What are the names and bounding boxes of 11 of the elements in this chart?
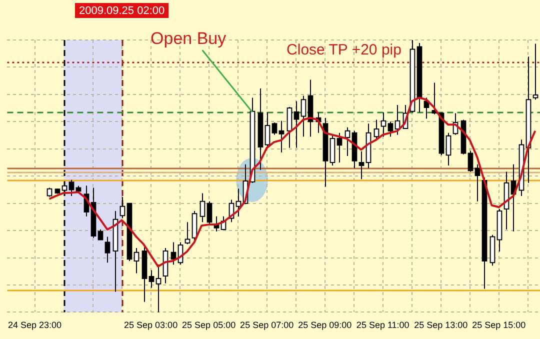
x-tick-label: 25 Sep 09:00	[298, 320, 352, 330]
x-tick-label: 25 Sep 15:00	[472, 320, 526, 330]
x-tick-label: 25 Sep 13:00	[414, 320, 468, 330]
x-tick-label: 25 Sep 07:00	[240, 320, 294, 330]
ref-line-label: 2009.09.25 02:00	[78, 5, 165, 18]
x-tick-label: 24 Sep 23:00	[8, 320, 62, 330]
x-tick-label: 25 Sep 05:00	[182, 320, 236, 330]
x-tick-label: 25 Sep 03:00	[124, 320, 178, 330]
x-tick-label: 25 Sep 11:00	[356, 320, 410, 330]
ref-line-label: Close TP +20 pip	[286, 42, 402, 59]
annotation: Open Buy	[150, 28, 227, 48]
